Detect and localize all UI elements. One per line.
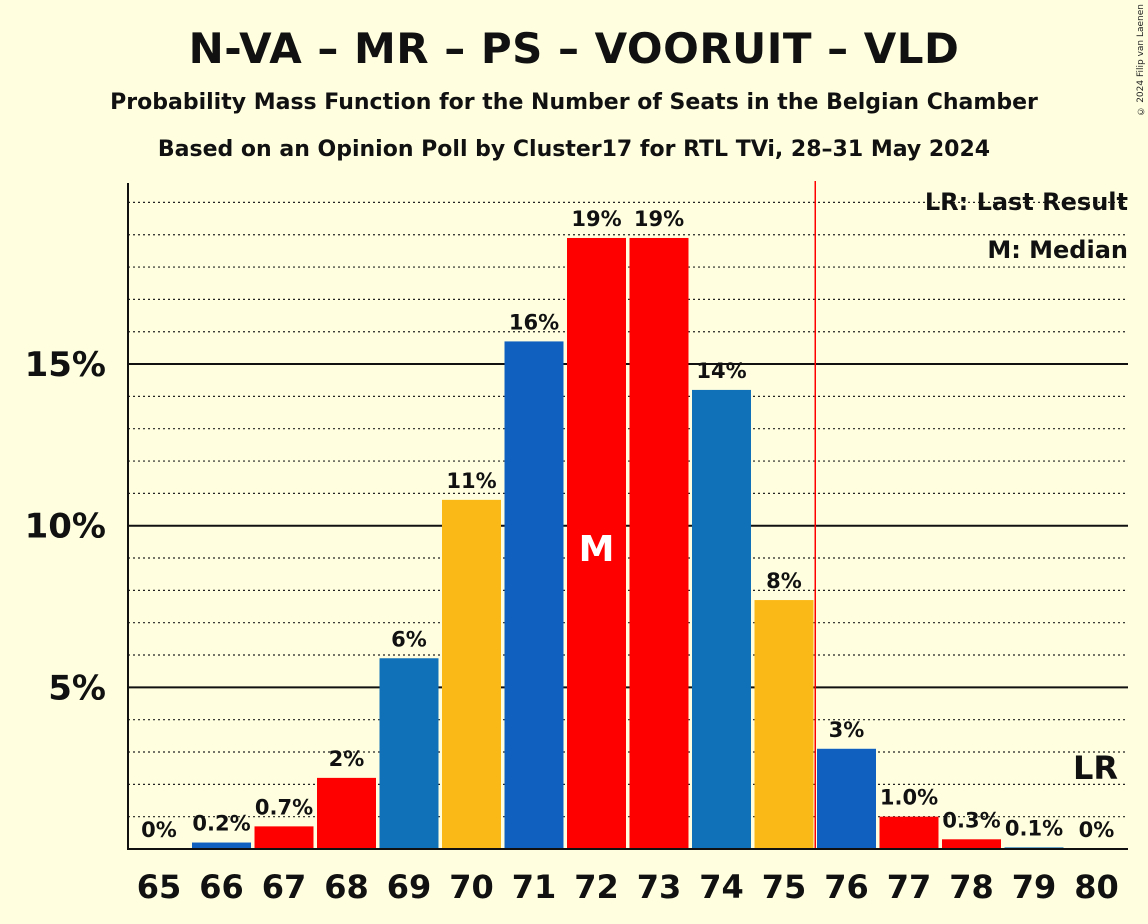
x-tick-label-72: 72 [574,868,619,906]
bar-75 [754,600,814,849]
data-label-73: 19% [634,207,684,231]
data-label-78: 0.3% [942,808,1000,832]
x-tick-label-69: 69 [387,868,432,906]
data-label-72: 19% [571,207,621,231]
x-tick-label-80: 80 [1074,868,1119,906]
bar-69 [379,658,439,849]
x-tick-label-74: 74 [699,868,744,906]
data-label-69: 6% [391,627,427,651]
chart-subtitle: Probability Mass Function for the Number… [110,90,1038,115]
data-label-66: 0.2% [192,812,250,836]
legend-last-result: LR: Last Result [925,188,1128,216]
bar-74 [692,389,751,849]
median-marker: M [579,529,615,570]
x-tick-label-79: 79 [1012,868,1057,906]
x-tick-label-77: 77 [887,868,932,906]
x-tick-label-73: 73 [637,868,682,906]
legend-median: M: Median [987,236,1128,264]
data-label-67: 0.7% [255,795,313,819]
x-tick-label-71: 71 [512,868,557,906]
last-result-marker: LR [1073,749,1118,787]
chart-source-line: Based on an Opinion Poll by Cluster17 fo… [157,137,991,162]
y-tick-label: 10% [25,507,106,547]
data-label-75: 8% [766,569,802,593]
x-tick-label-68: 68 [324,868,369,906]
bar-70 [442,499,501,849]
x-tick-label-67: 67 [262,868,307,906]
data-label-80: 0% [1079,818,1115,842]
x-tick-label-66: 66 [199,868,244,906]
data-label-65: 0% [141,818,177,842]
data-label-68: 2% [329,747,365,771]
bar-77 [879,816,939,849]
x-tick-label-70: 70 [449,868,494,906]
data-label-79: 0.1% [1005,816,1063,840]
data-label-77: 1.0% [880,786,938,810]
bar-67 [254,826,314,849]
x-tick-label-76: 76 [824,868,869,906]
bar-73 [629,237,689,849]
y-tick-label: 5% [48,668,106,708]
x-tick-label-78: 78 [949,868,994,906]
bar-78 [942,839,1001,849]
bar-71 [504,341,564,849]
x-tick-label-65: 65 [137,868,182,906]
y-tick-label: 15% [25,345,106,385]
data-label-70: 11% [446,469,496,493]
bar-66 [192,842,251,849]
bar-76 [817,748,876,849]
data-label-74: 14% [696,359,746,383]
bar-68 [317,777,376,849]
bar-72 [567,237,626,849]
data-label-71: 16% [509,310,559,334]
data-label-76: 3% [829,718,865,742]
x-tick-label-75: 75 [762,868,807,906]
chart-title: N-VA – MR – PS – VOORUIT – VLD [188,24,960,73]
